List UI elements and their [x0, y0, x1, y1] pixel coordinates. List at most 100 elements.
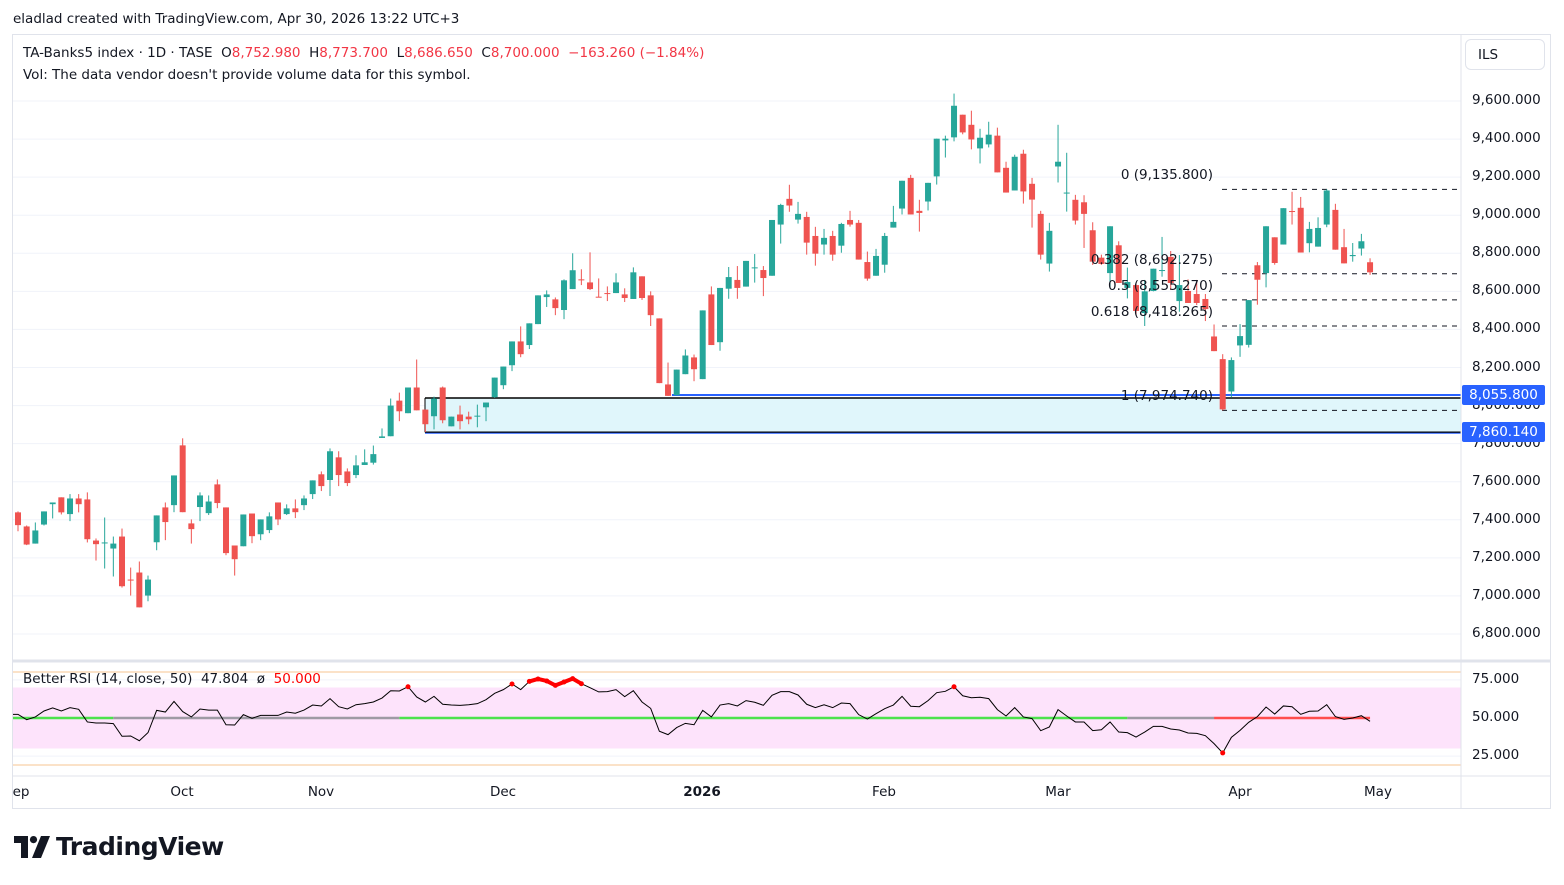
- candle: [84, 492, 91, 543]
- candle-body: [396, 400, 403, 412]
- rsi-legend: Better RSI (14, close, 50) 47.804 ø 50.0…: [23, 671, 321, 687]
- candle-body: [604, 293, 611, 295]
- candle-body: [569, 270, 576, 290]
- candle: [1332, 203, 1339, 250]
- candle: [223, 507, 230, 556]
- symbol-title[interactable]: TA-Banks5 index · 1D · TASE: [23, 45, 213, 61]
- price-axis-label: 8,800.000: [1472, 244, 1541, 261]
- candle: [127, 567, 134, 596]
- candle: [49, 502, 56, 519]
- candle-body: [1341, 247, 1348, 264]
- candle-body: [821, 237, 828, 245]
- fib-level-label: 0 (9,135.800): [1120, 167, 1213, 184]
- candle: [977, 128, 984, 164]
- fib-level-label: 0.618 (8,418.265): [1090, 303, 1213, 320]
- candle-body: [1323, 190, 1330, 225]
- price-axis-label: 9,600.000: [1472, 92, 1541, 108]
- candle: [179, 438, 186, 513]
- candle: [959, 114, 966, 135]
- candle-body: [457, 414, 464, 422]
- support-zone: [424, 393, 1461, 434]
- price-axis-label: 9,400.000: [1472, 130, 1541, 147]
- candle: [777, 203, 784, 244]
- candle-body: [448, 416, 455, 427]
- change-value: −163.260 (−1.84%): [568, 45, 705, 61]
- candle-body: [431, 398, 438, 417]
- candle-body: [717, 287, 724, 343]
- rsi-extreme-marker: [951, 684, 957, 690]
- candle-body: [942, 138, 949, 141]
- candle: [1011, 154, 1018, 191]
- candle-body: [1037, 213, 1044, 255]
- rsi-value: 47.804: [200, 671, 249, 687]
- candle: [275, 502, 282, 526]
- currency-button[interactable]: ILS: [1465, 39, 1545, 70]
- candle-body: [1159, 270, 1166, 272]
- rsi-title[interactable]: Better RSI (14, close, 50): [23, 671, 193, 687]
- candle-body: [665, 384, 672, 396]
- candle: [1159, 236, 1166, 277]
- candle-body: [925, 182, 932, 202]
- candle-body: [725, 277, 732, 289]
- tradingview-logo-icon: [14, 835, 50, 858]
- candle-body: [32, 530, 39, 544]
- candle: [812, 226, 819, 266]
- candle-body: [1349, 255, 1356, 257]
- candle-body: [153, 515, 160, 543]
- candle: [1133, 283, 1140, 316]
- tradingview-logo[interactable]: TradingView: [14, 832, 224, 861]
- candle: [561, 279, 568, 320]
- candle-body: [240, 514, 247, 547]
- candle-body: [1046, 230, 1053, 264]
- price-axis-label: 7,400.000: [1472, 510, 1541, 527]
- price-axis-label: 9,000.000: [1472, 206, 1541, 223]
- candle: [743, 260, 750, 287]
- candle: [483, 402, 490, 422]
- rsi-line: [13, 678, 1371, 754]
- candle-body: [1297, 207, 1304, 253]
- candle-body: [812, 235, 819, 254]
- candle-body: [639, 276, 646, 299]
- candle: [613, 273, 620, 294]
- candle: [569, 253, 576, 290]
- low-label: L: [396, 45, 405, 61]
- candle: [1219, 354, 1226, 411]
- candle-body: [318, 474, 325, 487]
- chart-credit: eladlad created with TradingView.com, Ap…: [13, 11, 460, 27]
- candle-body: [292, 508, 299, 513]
- candle-body: [656, 318, 663, 384]
- candle: [881, 232, 888, 273]
- candle-body: [15, 512, 21, 526]
- rsi-extreme-marker: [552, 682, 558, 688]
- candle: [327, 448, 334, 496]
- candle: [422, 409, 429, 433]
- support-zone-fill: [425, 397, 1461, 433]
- rsi-extreme-marker: [405, 684, 411, 690]
- candle: [803, 211, 810, 255]
- time-axis-label: Feb: [872, 784, 896, 800]
- candle: [1029, 177, 1036, 228]
- candle: [1107, 226, 1114, 288]
- candle: [75, 494, 82, 513]
- candle: [951, 93, 958, 142]
- candle: [361, 449, 368, 465]
- candle: [405, 387, 412, 414]
- candle: [682, 349, 689, 375]
- rsi-extreme-marker: [544, 678, 550, 684]
- candle-body: [162, 507, 169, 523]
- price-badge: 8,055.800: [1462, 384, 1545, 405]
- candle-body: [266, 516, 273, 531]
- candle: [1289, 191, 1296, 225]
- candle: [1245, 300, 1252, 348]
- time-axis-label: Mar: [1045, 784, 1071, 800]
- candle-body: [84, 499, 91, 540]
- candle-body: [1193, 294, 1200, 303]
- low-value: 8,686.650: [404, 45, 473, 61]
- price-gridlines: [13, 100, 1461, 635]
- candle-body: [1133, 285, 1140, 311]
- candle: [1306, 221, 1313, 253]
- candle-body: [977, 137, 984, 149]
- candle-body: [734, 279, 741, 288]
- candle-body: [439, 387, 446, 421]
